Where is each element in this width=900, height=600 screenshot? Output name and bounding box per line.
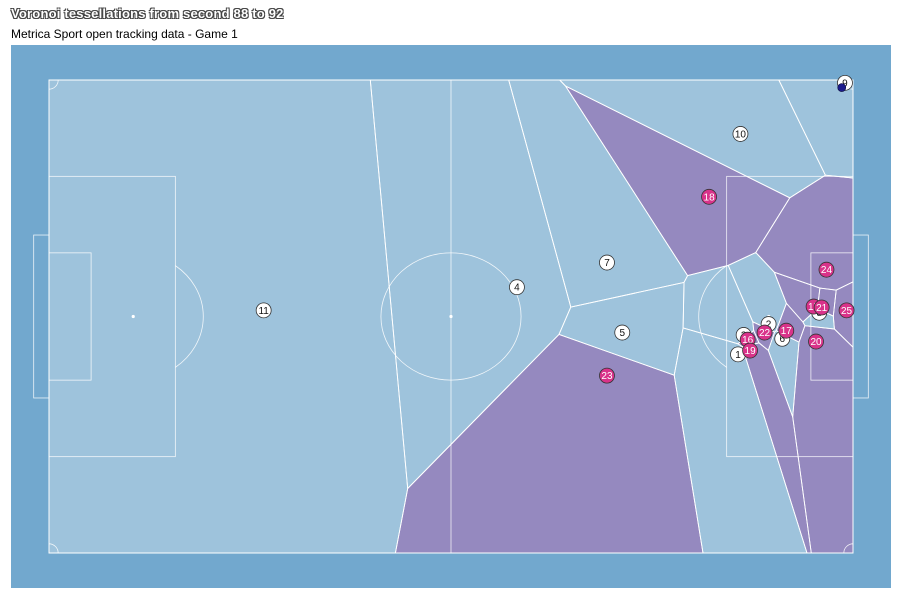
- voronoi-cell-away: [755, 175, 853, 291]
- player-number: 6: [779, 334, 785, 345]
- player-marker: [813, 299, 830, 316]
- goal-left: [33, 234, 50, 399]
- player-home-10: 10: [732, 126, 749, 142]
- player-away-19: 19: [742, 342, 758, 359]
- corner-arc: [48, 79, 59, 90]
- player-number: 10: [735, 129, 747, 140]
- player-marker: [599, 367, 615, 384]
- player-number: 4: [514, 283, 520, 294]
- player-number: 21: [816, 303, 828, 314]
- penalty-arc-right: [698, 265, 727, 368]
- player-number: 7: [604, 258, 610, 269]
- penalty-spot-left: [131, 314, 135, 319]
- ball-marker: [837, 83, 847, 92]
- player-marker: [818, 261, 835, 278]
- player-number: 5: [619, 328, 625, 339]
- player-away-22: 22: [756, 324, 773, 341]
- player-away-24: 24: [818, 261, 835, 278]
- player-marker: [838, 302, 855, 319]
- corner-arc: [843, 543, 854, 554]
- player-marker: [742, 342, 758, 359]
- chart-title: Voronoi tessellations from second 88 to …: [11, 6, 284, 21]
- player-away-20: 20: [808, 333, 824, 350]
- pitch-markings: [33, 79, 869, 554]
- player-number: 20: [810, 337, 822, 348]
- voronoi-cell-edge: [752, 321, 776, 352]
- players-layer: 11475109132681823241521251622171920: [255, 74, 855, 384]
- center-spot: [449, 314, 453, 319]
- player-marker: [599, 254, 615, 271]
- voronoi-cell-edge: [564, 84, 791, 277]
- player-number: 24: [821, 265, 833, 276]
- player-home-11: 11: [255, 302, 272, 319]
- player-number: 17: [781, 326, 793, 337]
- player-away-17: 17: [778, 322, 795, 339]
- penalty-arc-left: [175, 265, 204, 368]
- chart-subtitle: Metrica Sport open tracking data - Game …: [11, 27, 238, 41]
- center-circle: [380, 252, 522, 381]
- voronoi-cell-away: [565, 86, 790, 276]
- player-marker: [778, 322, 795, 339]
- player-number: 2: [766, 320, 772, 331]
- player-number: 19: [745, 346, 757, 357]
- player-marker: [701, 188, 717, 205]
- player-number: 22: [759, 328, 771, 339]
- voronoi-cell-away: [792, 325, 853, 553]
- player-home-4: 4: [509, 279, 525, 296]
- player-number: 23: [601, 371, 613, 382]
- voronoi-cell-away: [395, 334, 703, 553]
- corner-arc: [48, 543, 59, 554]
- goal-right: [852, 234, 869, 399]
- player-marker: [509, 279, 525, 296]
- player-number: 1: [735, 350, 741, 361]
- player-home-7: 7: [599, 254, 615, 271]
- player-number: 11: [258, 306, 269, 317]
- player-away-21: 21: [813, 299, 830, 316]
- voronoi-cell-away: [742, 342, 812, 553]
- voronoi-away-regions: [395, 86, 853, 553]
- player-marker: [732, 126, 749, 142]
- player-away-18: 18: [701, 188, 717, 205]
- player-marker: [756, 324, 773, 341]
- player-number: 18: [704, 192, 716, 203]
- player-number: 9: [842, 78, 848, 89]
- player-marker: [808, 333, 824, 350]
- player-marker: [255, 302, 272, 319]
- player-away-25: 25: [838, 302, 855, 319]
- player-home-5: 5: [614, 324, 631, 341]
- player-number: 25: [841, 306, 853, 317]
- player-number: 16: [742, 335, 754, 346]
- player-marker: [614, 324, 631, 341]
- player-away-23: 23: [599, 367, 615, 384]
